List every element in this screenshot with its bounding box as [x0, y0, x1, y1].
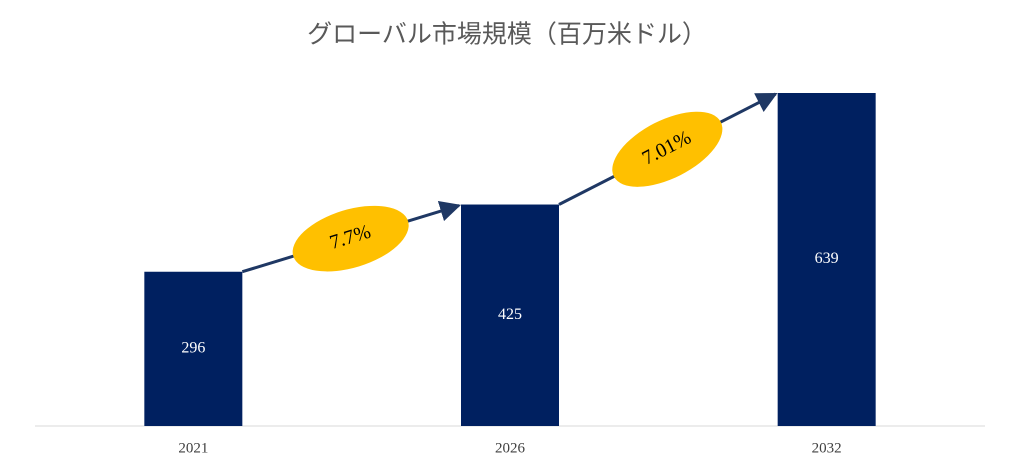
x-tick-label: 2021	[178, 440, 208, 456]
x-tick-label: 2032	[812, 440, 842, 456]
data-label: 639	[815, 250, 839, 267]
bar	[461, 204, 559, 426]
data-label: 296	[181, 340, 205, 357]
bar	[777, 93, 876, 426]
bar	[144, 271, 243, 426]
chart-title: グローバル市場規模（百万米ドル）	[307, 21, 707, 49]
data-label: 425	[498, 306, 522, 323]
x-tick-label: 2026	[495, 440, 526, 456]
growth-badge	[612, 111, 723, 187]
growth-badge	[292, 205, 409, 272]
